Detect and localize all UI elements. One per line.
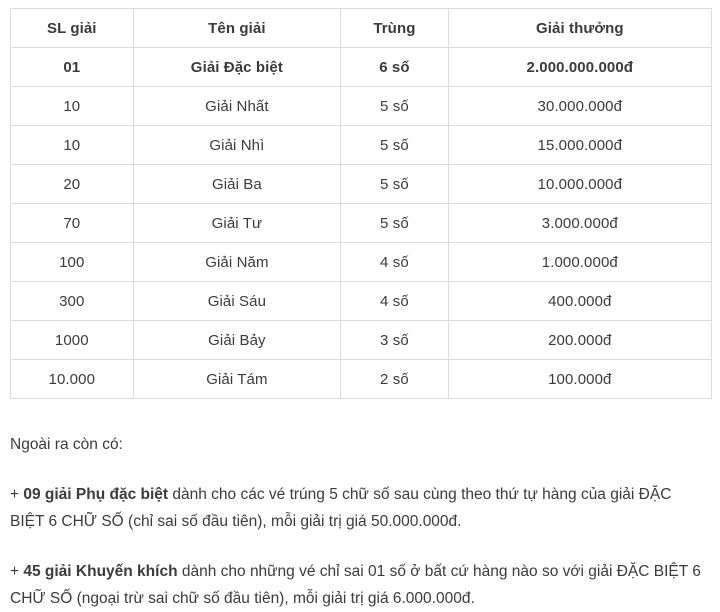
cell-prize: 100.000đ bbox=[447, 359, 713, 399]
note-consolation-prize: + 45 giải Khuyến khích dành cho những vé… bbox=[10, 558, 706, 612]
cell-prize: 2.000.000.000đ bbox=[447, 47, 713, 87]
table-row: 10 Giải Nhất 5 số 30.000.000đ bbox=[10, 86, 713, 126]
cell-prize: 400.000đ bbox=[447, 281, 713, 321]
header-name: Tên giải bbox=[132, 8, 342, 48]
cell-name: Giải Bảy bbox=[132, 320, 342, 360]
cell-match: 4 số bbox=[340, 281, 449, 321]
table-row: 300 Giải Sáu 4 số 400.000đ bbox=[10, 281, 713, 321]
cell-quantity: 10.000 bbox=[10, 359, 134, 399]
table-row: 100 Giải Năm 4 số 1.000.000đ bbox=[10, 242, 713, 282]
bullet2-rest: dành cho những vé chỉ sai 01 số ở bất cứ… bbox=[10, 563, 701, 607]
cell-prize: 30.000.000đ bbox=[447, 86, 713, 126]
notes-section: Ngoài ra còn có: + 09 giải Phụ đặc biệt … bbox=[10, 431, 706, 612]
cell-quantity: 20 bbox=[10, 164, 134, 204]
bullet1-rest: dành cho các vé trúng 5 chữ số sau cùng … bbox=[10, 486, 672, 530]
table-row: 01 Giải Đặc biệt 6 số 2.000.000.000đ bbox=[10, 47, 713, 87]
cell-quantity: 1000 bbox=[10, 320, 134, 360]
table-row: 10 Giải Nhì 5 số 15.000.000đ bbox=[10, 125, 713, 165]
bullet2-prefix: + bbox=[10, 563, 24, 580]
cell-prize: 200.000đ bbox=[447, 320, 713, 360]
cell-quantity: 300 bbox=[10, 281, 134, 321]
bullet1-prefix: + bbox=[10, 486, 24, 503]
cell-match: 2 số bbox=[340, 359, 449, 399]
table-row: 1000 Giải Bảy 3 số 200.000đ bbox=[10, 320, 713, 360]
table-row: 10.000 Giải Tám 2 số 100.000đ bbox=[10, 359, 713, 399]
cell-quantity: 10 bbox=[10, 125, 134, 165]
cell-name: Giải Ba bbox=[132, 164, 342, 204]
cell-match: 3 số bbox=[340, 320, 449, 360]
cell-name: Giải Nhì bbox=[132, 125, 342, 165]
cell-match: 5 số bbox=[340, 86, 449, 126]
cell-name: Giải Tám bbox=[132, 359, 342, 399]
header-quantity: SL giải bbox=[10, 8, 134, 48]
cell-match: 5 số bbox=[340, 203, 449, 243]
cell-quantity: 70 bbox=[10, 203, 134, 243]
table-row: 20 Giải Ba 5 số 10.000.000đ bbox=[10, 164, 713, 204]
cell-prize: 3.000.000đ bbox=[447, 203, 713, 243]
prize-table: SL giải Tên giải Trùng Giải thưởng 01 Gi… bbox=[10, 8, 713, 399]
cell-match: 4 số bbox=[340, 242, 449, 282]
cell-prize: 1.000.000đ bbox=[447, 242, 713, 282]
cell-prize: 10.000.000đ bbox=[447, 164, 713, 204]
cell-name: Giải Sáu bbox=[132, 281, 342, 321]
cell-name: Giải Năm bbox=[132, 242, 342, 282]
note-special-sub-prize: + 09 giải Phụ đặc biệt dành cho các vé t… bbox=[10, 481, 706, 535]
table-row: 70 Giải Tư 5 số 3.000.000đ bbox=[10, 203, 713, 243]
cell-quantity: 100 bbox=[10, 242, 134, 282]
cell-match: 6 số bbox=[340, 47, 449, 87]
cell-name: Giải Nhất bbox=[132, 86, 342, 126]
header-prize: Giải thưởng bbox=[447, 8, 713, 48]
prize-table-header: SL giải Tên giải Trùng Giải thưởng bbox=[10, 8, 713, 48]
cell-quantity: 01 bbox=[10, 47, 134, 87]
cell-prize: 15.000.000đ bbox=[447, 125, 713, 165]
cell-name: Giải Đặc biệt bbox=[132, 47, 342, 87]
bullet2-bold: 45 giải Khuyến khích bbox=[23, 563, 178, 580]
bullet1-bold: 09 giải Phụ đặc biệt bbox=[23, 486, 169, 503]
cell-match: 5 số bbox=[340, 164, 449, 204]
header-row: SL giải Tên giải Trùng Giải thưởng bbox=[10, 8, 713, 48]
cell-quantity: 10 bbox=[10, 86, 134, 126]
prize-table-body: 01 Giải Đặc biệt 6 số 2.000.000.000đ 10 … bbox=[10, 47, 713, 399]
cell-match: 5 số bbox=[340, 125, 449, 165]
header-match: Trùng bbox=[340, 8, 449, 48]
notes-intro: Ngoài ra còn có: bbox=[10, 436, 123, 453]
cell-name: Giải Tư bbox=[132, 203, 342, 243]
